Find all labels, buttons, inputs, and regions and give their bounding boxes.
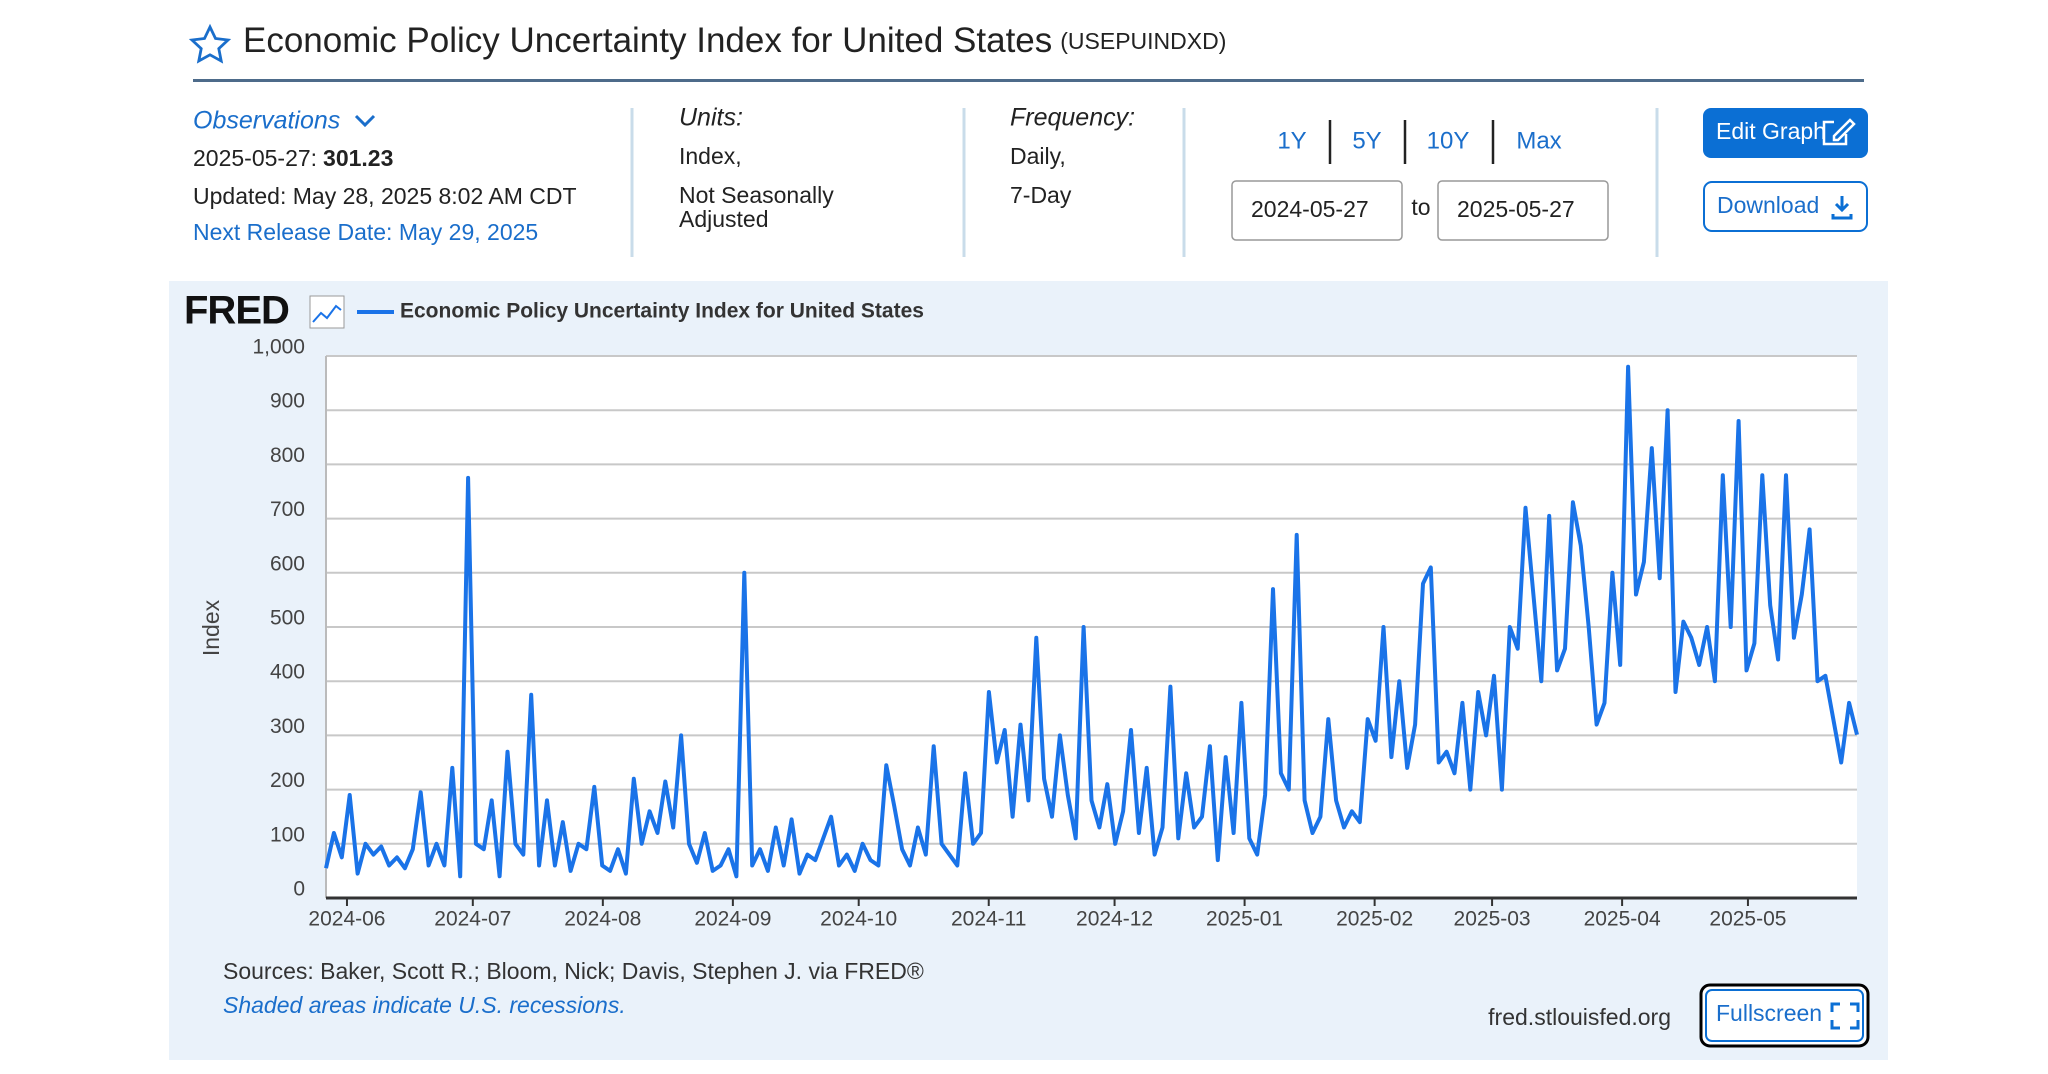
legend-label: Economic Policy Uncertainty Index for Un… [400, 300, 924, 323]
y-tick-label: 200 [270, 769, 305, 792]
x-tick-label: 2025-02 [1336, 908, 1413, 931]
range-button[interactable]: 5Y [1352, 127, 1381, 154]
units-line: Index, [679, 143, 742, 169]
y-tick-label: 0 [293, 878, 305, 901]
header-rule [193, 79, 1864, 82]
separators [630, 108, 1659, 257]
end-date: 2025-05-27 [1457, 196, 1575, 222]
to-label: to [1411, 194, 1430, 220]
y-tick-label: 700 [270, 498, 305, 521]
x-tick-label: 2024-07 [434, 908, 511, 931]
y-axis-label: Index [198, 599, 224, 656]
y-tick-label: 900 [270, 390, 305, 413]
range-separators [1328, 120, 1495, 164]
sources: Sources: Baker, Scott R.; Bloom, Nick; D… [223, 958, 924, 984]
x-tick-label: 2024-10 [820, 908, 897, 931]
units-line: Adjusted [679, 206, 769, 232]
start-date: 2024-05-27 [1251, 196, 1369, 222]
star-icon[interactable] [188, 23, 232, 64]
units-line: Not Seasonally [679, 182, 834, 208]
download-label: Download [1717, 192, 1819, 218]
updated: Updated: May 28, 2025 8:02 AM CDT [193, 183, 577, 209]
x-tick-label: 2025-01 [1206, 908, 1283, 931]
x-tick-label: 2025-04 [1584, 908, 1661, 931]
download-button[interactable] [1703, 181, 1868, 232]
logo-icon-line [312, 304, 342, 323]
start-date-input[interactable] [1231, 180, 1403, 241]
fullscreen-inner [1705, 989, 1864, 1042]
observations-toggle[interactable]: Observations [193, 107, 340, 135]
y-tick-label: 500 [270, 607, 305, 630]
y-tick-label: 400 [270, 661, 305, 684]
x-tick-label: 2025-05 [1709, 908, 1786, 931]
site: fred.stlouisfed.org [1488, 1004, 1671, 1030]
range-button[interactable]: 1Y [1277, 127, 1306, 154]
edit-graph-button[interactable] [1703, 108, 1868, 158]
page-title: Economic Policy Uncertainty Index for Un… [243, 21, 1226, 60]
x-tick-label: 2024-11 [951, 908, 1027, 931]
y-tick-label: 1,000 [252, 336, 305, 359]
end-date-input[interactable] [1437, 180, 1609, 241]
next-release[interactable]: Next Release Date: May 29, 2025 [193, 219, 538, 245]
chart: 0 100 200 300 400 500 600 700 800 900 1,000 2024-06… [198, 300, 1859, 931]
units-label: Units: [679, 104, 743, 132]
edit-graph-label: Edit Graph [1716, 118, 1826, 144]
x-tick-label: 2024-08 [564, 908, 641, 931]
frequency-line: Daily, [1010, 143, 1066, 169]
y-tick-label: 800 [270, 444, 305, 467]
fred-logo: FRED [184, 289, 289, 333]
chevron[interactable] [354, 114, 376, 128]
y-tick-label: 600 [270, 552, 305, 575]
y-tick-label: 100 [270, 823, 305, 846]
frequency-label: Frequency: [1010, 104, 1135, 132]
download-icon [1831, 196, 1853, 220]
y-tick-label: 300 [270, 715, 305, 738]
x-tick-label: 2024-12 [1076, 908, 1153, 931]
edit-icon [1822, 118, 1856, 146]
fullscreen-icon [1830, 1002, 1860, 1030]
recession-note: Shaded areas indicate U.S. recessions. [223, 992, 626, 1018]
latest-observation: 2025-05-27: 301.23 [193, 145, 393, 171]
series-line [324, 364, 1859, 879]
x-tick-label: 2024-06 [308, 908, 385, 931]
x-tick-label: 2025-03 [1454, 908, 1531, 931]
range-button[interactable]: 10Y [1427, 127, 1470, 154]
x-tick-label: 2024-09 [694, 908, 771, 931]
fullscreen-label: Fullscreen [1716, 1000, 1822, 1026]
frequency-line: 7-Day [1010, 182, 1072, 208]
range-button[interactable]: Max [1516, 127, 1561, 154]
logo-icon [309, 295, 345, 329]
